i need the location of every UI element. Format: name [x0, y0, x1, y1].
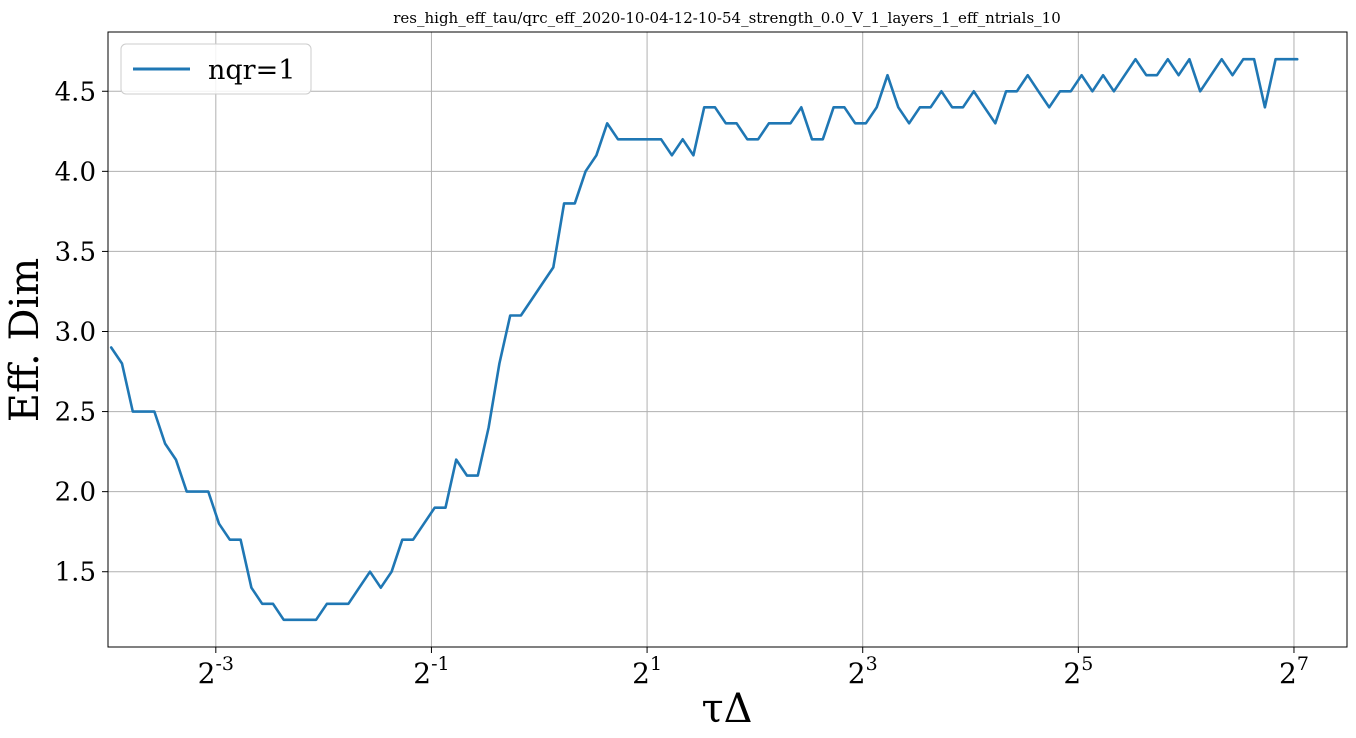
y-tick-label: 4.0 — [55, 157, 96, 187]
y-axis-label: Eff. Dim — [2, 258, 48, 422]
grid — [108, 32, 1347, 647]
legend-box — [120, 43, 312, 95]
y-tick-label: 1.5 — [55, 558, 96, 588]
chart-title: res_high_eff_tau/qrc_eff_2020-10-04-12-1… — [393, 9, 1061, 27]
y-axis: 1.5 2.0 2.5 3.0 3.5 4.0 4.5 — [55, 77, 108, 588]
x-tick-label: 25 — [1063, 653, 1093, 690]
y-tick-label: 4.5 — [55, 77, 96, 107]
x-tick-label: 21 — [632, 653, 662, 690]
y-tick-label: 3.0 — [55, 317, 96, 347]
x-axis-label: τΔ — [701, 686, 752, 732]
x-tick-label: 2-3 — [198, 653, 234, 690]
plot-frame — [107, 31, 1348, 648]
series-group — [109, 57, 1299, 622]
x-tick-label: 23 — [848, 653, 878, 690]
y-tick-label: 2.0 — [55, 478, 96, 508]
legend: nqr=1 — [120, 43, 312, 95]
x-tick-label: 2-1 — [413, 653, 449, 690]
y-tick-label: 3.5 — [55, 237, 96, 267]
x-tick-label: 27 — [1279, 653, 1309, 690]
x-axis: 2-3 2-1 21 23 25 27 — [198, 647, 1309, 690]
y-tick-label: 2.5 — [55, 398, 96, 428]
series-line-nqr-1 — [109, 57, 1299, 622]
legend-entry-nqr-1: nqr=1 — [208, 55, 295, 86]
